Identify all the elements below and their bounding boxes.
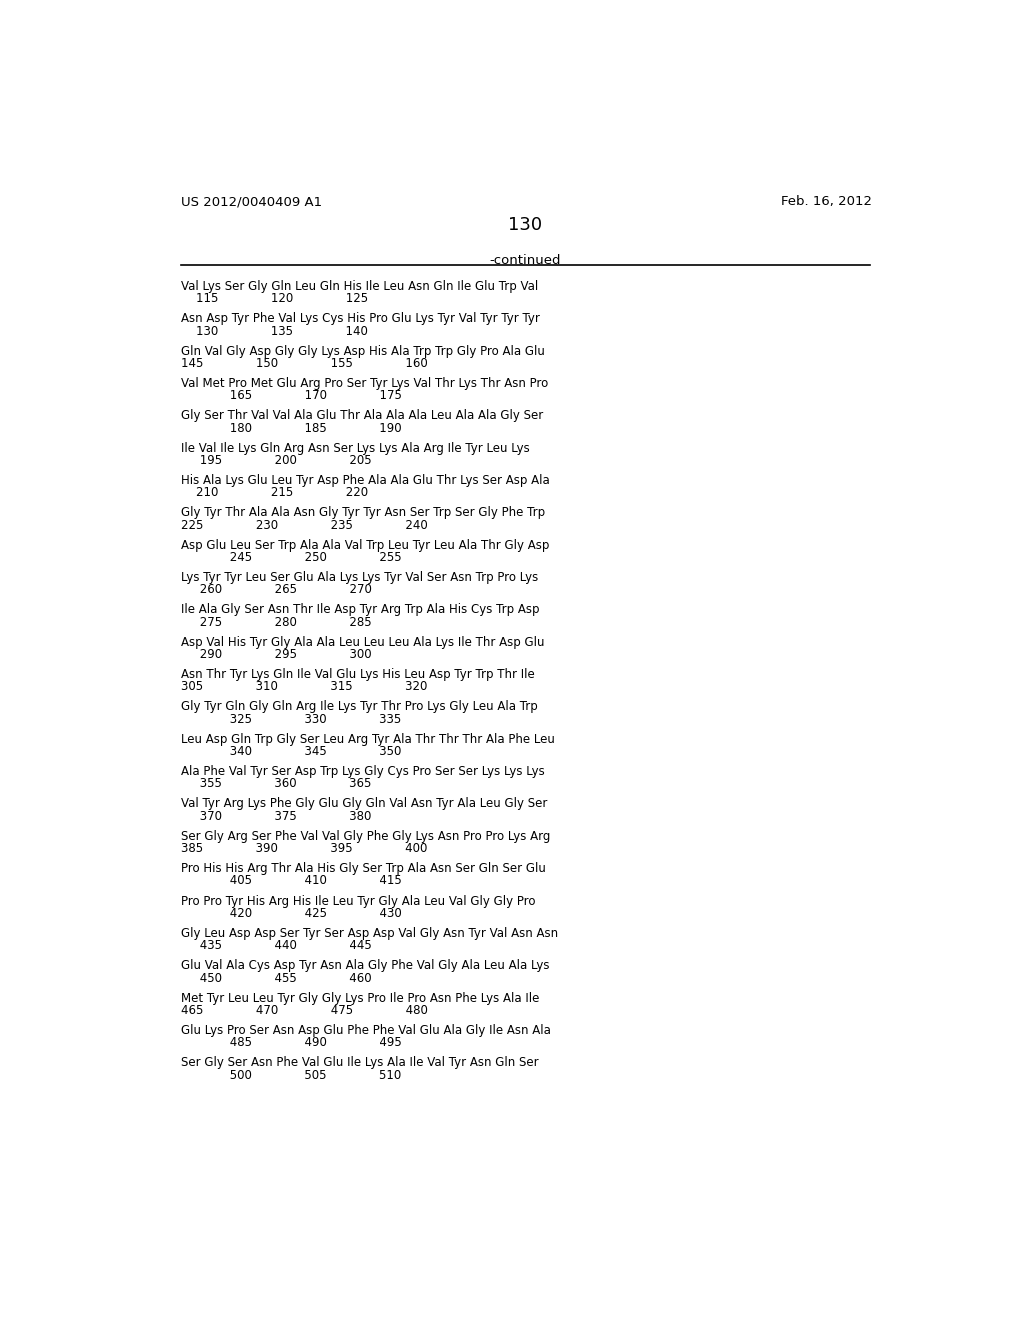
Text: Lys Tyr Tyr Leu Ser Glu Ala Lys Lys Tyr Val Ser Asn Trp Pro Lys: Lys Tyr Tyr Leu Ser Glu Ala Lys Lys Tyr …	[180, 572, 538, 585]
Text: Asn Asp Tyr Phe Val Lys Cys His Pro Glu Lys Tyr Val Tyr Tyr Tyr: Asn Asp Tyr Phe Val Lys Cys His Pro Glu …	[180, 313, 540, 326]
Text: Gly Ser Thr Val Val Ala Glu Thr Ala Ala Ala Leu Ala Ala Gly Ser: Gly Ser Thr Val Val Ala Glu Thr Ala Ala …	[180, 409, 543, 422]
Text: 500              505              510: 500 505 510	[180, 1069, 401, 1081]
Text: Gly Tyr Gln Gly Gln Arg Ile Lys Tyr Thr Pro Lys Gly Leu Ala Trp: Gly Tyr Gln Gly Gln Arg Ile Lys Tyr Thr …	[180, 701, 538, 714]
Text: 130: 130	[508, 216, 542, 234]
Text: Gly Leu Asp Asp Ser Tyr Ser Asp Asp Val Gly Asn Tyr Val Asn Asn: Gly Leu Asp Asp Ser Tyr Ser Asp Asp Val …	[180, 927, 558, 940]
Text: 145              150              155              160: 145 150 155 160	[180, 358, 427, 370]
Text: Val Met Pro Met Glu Arg Pro Ser Tyr Lys Val Thr Lys Thr Asn Pro: Val Met Pro Met Glu Arg Pro Ser Tyr Lys …	[180, 378, 548, 391]
Text: 435              440              445: 435 440 445	[180, 940, 372, 952]
Text: 130              135              140: 130 135 140	[180, 325, 368, 338]
Text: Leu Asp Gln Trp Gly Ser Leu Arg Tyr Ala Thr Thr Thr Ala Phe Leu: Leu Asp Gln Trp Gly Ser Leu Arg Tyr Ala …	[180, 733, 555, 746]
Text: Ile Val Ile Lys Gln Arg Asn Ser Lys Lys Ala Arg Ile Tyr Leu Lys: Ile Val Ile Lys Gln Arg Asn Ser Lys Lys …	[180, 442, 529, 455]
Text: 485              490              495: 485 490 495	[180, 1036, 401, 1049]
Text: 355              360              365: 355 360 365	[180, 777, 371, 791]
Text: 340              345              350: 340 345 350	[180, 744, 401, 758]
Text: 115              120              125: 115 120 125	[180, 293, 368, 305]
Text: Gly Tyr Thr Ala Ala Asn Gly Tyr Tyr Asn Ser Trp Ser Gly Phe Trp: Gly Tyr Thr Ala Ala Asn Gly Tyr Tyr Asn …	[180, 507, 545, 520]
Text: US 2012/0040409 A1: US 2012/0040409 A1	[180, 195, 322, 209]
Text: 225              230              235              240: 225 230 235 240	[180, 519, 427, 532]
Text: 195              200              205: 195 200 205	[180, 454, 372, 467]
Text: Ser Gly Ser Asn Phe Val Glu Ile Lys Ala Ile Val Tyr Asn Gln Ser: Ser Gly Ser Asn Phe Val Glu Ile Lys Ala …	[180, 1056, 539, 1069]
Text: 165              170              175: 165 170 175	[180, 389, 401, 403]
Text: 450              455              460: 450 455 460	[180, 972, 372, 985]
Text: 385              390              395              400: 385 390 395 400	[180, 842, 427, 855]
Text: Asn Thr Tyr Lys Gln Ile Val Glu Lys His Leu Asp Tyr Trp Thr Ile: Asn Thr Tyr Lys Gln Ile Val Glu Lys His …	[180, 668, 535, 681]
Text: 290              295              300: 290 295 300	[180, 648, 372, 661]
Text: Asp Val His Tyr Gly Ala Ala Leu Leu Leu Ala Lys Ile Thr Asp Glu: Asp Val His Tyr Gly Ala Ala Leu Leu Leu …	[180, 636, 544, 649]
Text: Pro Pro Tyr His Arg His Ile Leu Tyr Gly Ala Leu Val Gly Gly Pro: Pro Pro Tyr His Arg His Ile Leu Tyr Gly …	[180, 895, 536, 908]
Text: 260              265              270: 260 265 270	[180, 583, 372, 597]
Text: Ser Gly Arg Ser Phe Val Val Gly Phe Gly Lys Asn Pro Pro Lys Arg: Ser Gly Arg Ser Phe Val Val Gly Phe Gly …	[180, 830, 550, 843]
Text: Met Tyr Leu Leu Tyr Gly Gly Lys Pro Ile Pro Asn Phe Lys Ala Ile: Met Tyr Leu Leu Tyr Gly Gly Lys Pro Ile …	[180, 991, 539, 1005]
Text: 420              425              430: 420 425 430	[180, 907, 401, 920]
Text: Pro His His Arg Thr Ala His Gly Ser Trp Ala Asn Ser Gln Ser Glu: Pro His His Arg Thr Ala His Gly Ser Trp …	[180, 862, 546, 875]
Text: Gln Val Gly Asp Gly Gly Lys Asp His Ala Trp Trp Gly Pro Ala Glu: Gln Val Gly Asp Gly Gly Lys Asp His Ala …	[180, 345, 545, 358]
Text: Glu Lys Pro Ser Asn Asp Glu Phe Phe Val Glu Ala Gly Ile Asn Ala: Glu Lys Pro Ser Asn Asp Glu Phe Phe Val …	[180, 1024, 551, 1038]
Text: 370              375              380: 370 375 380	[180, 810, 371, 822]
Text: 325              330              335: 325 330 335	[180, 713, 401, 726]
Text: His Ala Lys Glu Leu Tyr Asp Phe Ala Ala Glu Thr Lys Ser Asp Ala: His Ala Lys Glu Leu Tyr Asp Phe Ala Ala …	[180, 474, 550, 487]
Text: Glu Val Ala Cys Asp Tyr Asn Ala Gly Phe Val Gly Ala Leu Ala Lys: Glu Val Ala Cys Asp Tyr Asn Ala Gly Phe …	[180, 960, 549, 973]
Text: 405              410              415: 405 410 415	[180, 875, 401, 887]
Text: Ala Phe Val Tyr Ser Asp Trp Lys Gly Cys Pro Ser Ser Lys Lys Lys: Ala Phe Val Tyr Ser Asp Trp Lys Gly Cys …	[180, 766, 545, 779]
Text: 210              215              220: 210 215 220	[180, 487, 368, 499]
Text: Feb. 16, 2012: Feb. 16, 2012	[781, 195, 872, 209]
Text: 245              250              255: 245 250 255	[180, 552, 401, 564]
Text: 180              185              190: 180 185 190	[180, 422, 401, 434]
Text: 305              310              315              320: 305 310 315 320	[180, 681, 427, 693]
Text: Asp Glu Leu Ser Trp Ala Ala Val Trp Leu Tyr Leu Ala Thr Gly Asp: Asp Glu Leu Ser Trp Ala Ala Val Trp Leu …	[180, 539, 549, 552]
Text: 465              470              475              480: 465 470 475 480	[180, 1003, 428, 1016]
Text: Val Tyr Arg Lys Phe Gly Glu Gly Gln Val Asn Tyr Ala Leu Gly Ser: Val Tyr Arg Lys Phe Gly Glu Gly Gln Val …	[180, 797, 547, 810]
Text: -continued: -continued	[489, 253, 560, 267]
Text: Ile Ala Gly Ser Asn Thr Ile Asp Tyr Arg Trp Ala His Cys Trp Asp: Ile Ala Gly Ser Asn Thr Ile Asp Tyr Arg …	[180, 603, 540, 616]
Text: Val Lys Ser Gly Gln Leu Gln His Ile Leu Asn Gln Ile Glu Trp Val: Val Lys Ser Gly Gln Leu Gln His Ile Leu …	[180, 280, 538, 293]
Text: 275              280              285: 275 280 285	[180, 615, 372, 628]
